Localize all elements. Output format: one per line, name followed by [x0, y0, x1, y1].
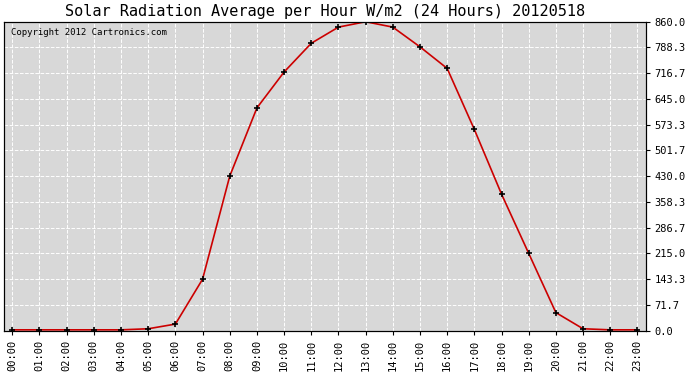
Title: Solar Radiation Average per Hour W/m2 (24 Hours) 20120518: Solar Radiation Average per Hour W/m2 (2… [65, 4, 585, 19]
Text: Copyright 2012 Cartronics.com: Copyright 2012 Cartronics.com [10, 28, 166, 37]
